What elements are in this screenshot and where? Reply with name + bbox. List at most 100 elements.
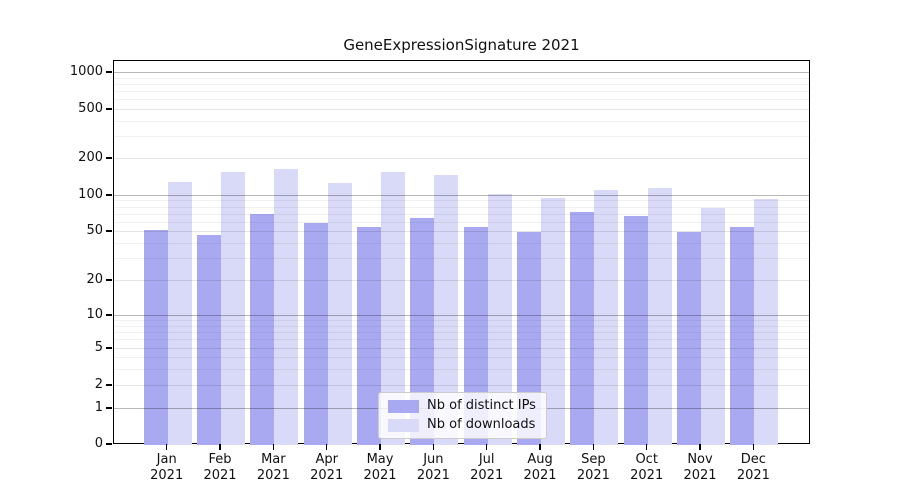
bar-downloads-Apr [327, 183, 352, 445]
gridline-10 [114, 315, 809, 316]
gridline-60 [114, 221, 809, 223]
x-tick-year: 2021 [736, 468, 770, 483]
gridline-800 [114, 83, 809, 85]
x-tick-year: 2021 [523, 468, 557, 483]
bar-downloads-Nov [701, 207, 726, 445]
gridline-9 [114, 320, 809, 322]
bar-downloads-Feb [221, 171, 246, 445]
x-tick-label-Dec: Dec 2021 [723, 452, 783, 484]
x-tick-month: Jan [156, 452, 177, 467]
bar-ips-Dec [730, 227, 755, 445]
x-tick-label-Jan: Jan 2021 [137, 452, 197, 484]
x-tick-year: 2021 [310, 468, 344, 483]
bar-ips-May [357, 227, 382, 445]
x-tick-Nov [699, 444, 701, 450]
gridline-4 [114, 357, 809, 358]
y-tick-50 [106, 230, 112, 232]
bar-ips-Jan [143, 229, 168, 445]
x-tick-month: Mar [261, 452, 286, 467]
y-tick-label-50: 50 [86, 223, 103, 238]
gridline-90 [114, 200, 809, 202]
x-tick-label-Jul: Jul 2021 [457, 452, 517, 484]
gridline-20 [114, 280, 809, 281]
x-tick-label-Nov: Nov 2021 [670, 452, 730, 484]
gridline-40 [114, 242, 809, 244]
bar-downloads-Jan [167, 181, 192, 445]
x-tick-year: 2021 [363, 468, 397, 483]
x-tick-label-Feb: Feb 2021 [190, 452, 250, 484]
gridline-1000 [114, 72, 809, 73]
gridline-2 [114, 385, 809, 386]
bar-ips-Apr [303, 222, 328, 445]
y-tick-label-1000: 1000 [69, 64, 103, 79]
bar-ips-Feb [197, 235, 222, 445]
gridline-6 [114, 339, 809, 341]
gridline-70 [114, 213, 809, 215]
x-tick-year: 2021 [576, 468, 610, 483]
x-tick-month: Sep [581, 452, 606, 467]
x-tick-month: Feb [208, 452, 232, 467]
legend-label-distinct-ips: Nb of distinct IPs [427, 398, 536, 413]
y-tick-label-0: 0 [94, 436, 103, 451]
x-tick-year: 2021 [416, 468, 450, 483]
bar-downloads-Sep [594, 189, 619, 445]
bar-ips-Nov [677, 232, 702, 445]
x-tick-year: 2021 [256, 468, 290, 483]
gridline-7 [114, 331, 809, 333]
y-tick-label-20: 20 [86, 272, 103, 287]
x-tick-label-Sep: Sep 2021 [563, 452, 623, 484]
x-tick-Jun [432, 444, 435, 450]
x-tick-Jan [165, 444, 168, 450]
x-tick-label-May: May 2021 [350, 452, 410, 484]
y-tick-label-500: 500 [78, 101, 103, 116]
y-tick-1000 [106, 71, 112, 73]
y-tick-label-5: 5 [94, 340, 103, 355]
bar-downloads-Oct [647, 187, 672, 445]
y-tick-500 [106, 108, 112, 110]
x-tick-Jul [485, 444, 488, 450]
y-tick-0 [106, 443, 112, 445]
x-tick-label-Mar: Mar 2021 [243, 452, 303, 484]
x-tick-Mar [272, 444, 275, 450]
legend-swatch-ips [388, 399, 419, 413]
x-tick-label-Apr: Apr 2021 [297, 452, 357, 484]
y-tick-2 [106, 384, 112, 386]
x-tick-year: 2021 [150, 468, 184, 483]
y-tick-label-100: 100 [78, 187, 103, 202]
x-tick-label-Aug: Aug 2021 [510, 452, 570, 484]
bar-downloads-Mar [274, 169, 299, 445]
gridline-600 [114, 99, 809, 101]
chart-title: GeneExpressionSignature 2021 [343, 36, 580, 54]
bar-ips-Oct [623, 216, 648, 445]
gridline-3 [114, 368, 809, 370]
x-tick-Dec [752, 444, 755, 450]
legend-item-distinct-ips: Nb of distinct IPs [388, 398, 536, 414]
y-tick-1 [106, 407, 112, 409]
y-tick-200 [106, 157, 112, 159]
gridline-200 [114, 158, 809, 159]
bar-ips-Mar [250, 213, 275, 445]
x-tick-Apr [325, 444, 328, 450]
x-tick-Oct [645, 444, 648, 450]
x-tick-month: Jun [423, 452, 444, 467]
gridline-80 [114, 206, 809, 208]
legend-box: Nb of distinct IPs Nb of downloads [378, 392, 547, 439]
x-tick-label-Oct: Oct 2021 [617, 452, 677, 484]
legend-label-downloads: Nb of downloads [427, 417, 536, 432]
bar-downloads-Dec [754, 198, 779, 445]
legend-swatch-downloads [388, 418, 419, 432]
x-tick-month: Nov [687, 452, 713, 467]
x-tick-month: Apr [315, 452, 338, 467]
x-tick-year: 2021 [470, 468, 504, 483]
plot-area [113, 60, 810, 445]
gridline-50 [114, 231, 809, 232]
x-tick-month: Jul [478, 452, 495, 467]
y-tick-10 [106, 314, 112, 316]
legend-item-downloads: Nb of downloads [388, 417, 536, 433]
gridline-100 [114, 195, 809, 196]
gridline-500 [114, 109, 809, 110]
y-tick-5 [106, 347, 112, 349]
y-tick-label-1: 1 [94, 400, 103, 415]
x-tick-year: 2021 [683, 468, 717, 483]
